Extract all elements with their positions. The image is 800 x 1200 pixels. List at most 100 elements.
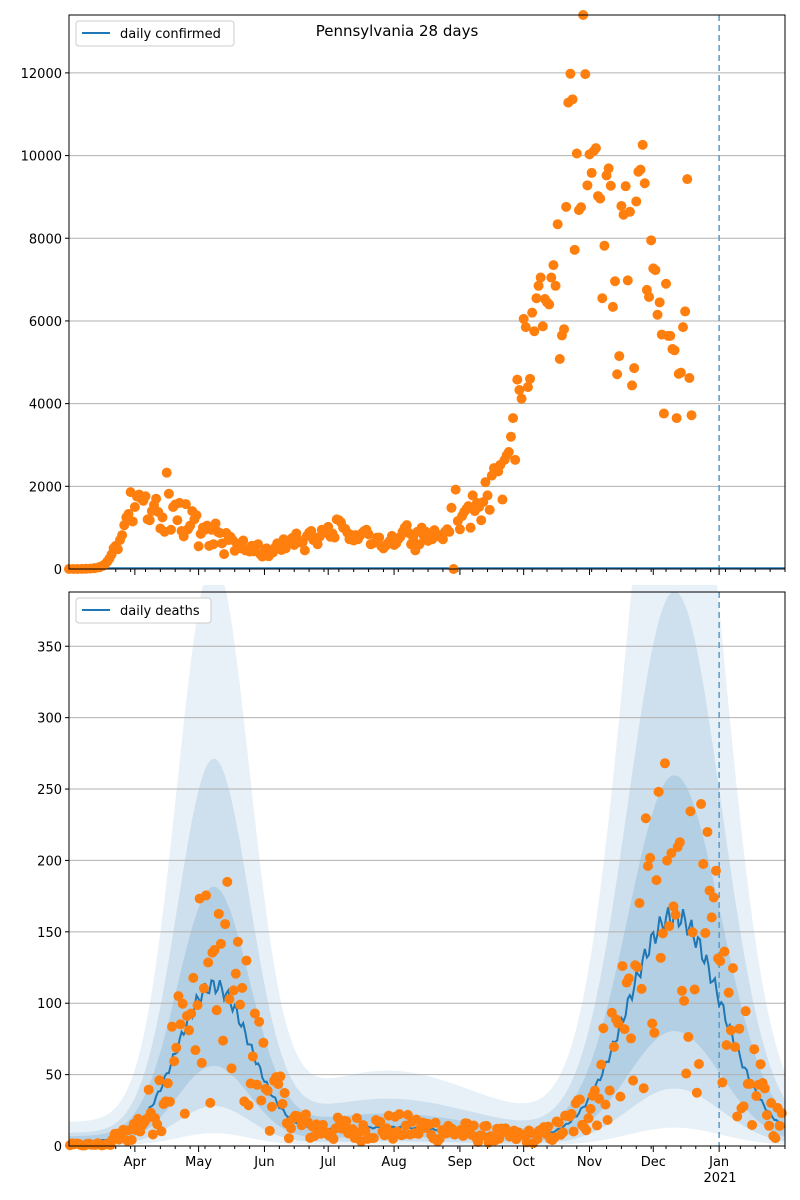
deaths-y-ticks: 0 50 100 150 200 250 300 350 [37, 640, 69, 1155]
confirmed-point [484, 504, 495, 515]
uncertainty-band [69, 591, 785, 1145]
deaths-point [776, 1108, 787, 1119]
deaths-point [764, 1120, 775, 1131]
deaths-point [215, 938, 226, 949]
confirmed-point [627, 380, 638, 391]
confirmed-point [612, 369, 623, 380]
confirmed-point [548, 260, 559, 271]
confirmed-point [497, 494, 508, 505]
confirmed-point [665, 330, 676, 341]
deaths-point [218, 1035, 229, 1046]
deaths-point [727, 963, 738, 974]
deaths-point [532, 1134, 543, 1145]
confirmed-point [401, 520, 412, 531]
deaths-point [164, 1096, 175, 1107]
confirmed-point [586, 167, 597, 178]
confirmed-point [620, 181, 631, 192]
deaths-point [719, 946, 730, 957]
confirmed-point [595, 193, 606, 204]
confirmed-panel: 0 2000 4000 6000 8000 10000 12000 Pennsylvania… [21, 10, 786, 578]
confirmed-point [253, 539, 264, 550]
deaths-point [235, 999, 246, 1010]
confirmed-point [329, 532, 340, 543]
deaths-point [557, 1127, 568, 1138]
deaths-point [213, 908, 224, 919]
confirmed-point [163, 488, 174, 499]
confirmed-point [165, 524, 176, 535]
deaths-point [634, 898, 645, 909]
y-tick-label: 150 [37, 926, 62, 941]
confirmed-point [112, 544, 123, 555]
confirmed-point [678, 322, 689, 333]
confirmed-point [527, 307, 538, 318]
deaths-plot-area [69, 592, 785, 1146]
confirmed-point [151, 493, 162, 504]
deaths-point [732, 1111, 743, 1122]
deaths-point [394, 1109, 405, 1120]
confirmed-point [129, 501, 140, 512]
confirmed-point [374, 532, 385, 543]
deaths-point [201, 890, 212, 901]
deaths-point [196, 1057, 207, 1068]
deaths-point [664, 921, 675, 932]
confirmed-frame [68, 14, 786, 570]
confirmed-point [671, 413, 682, 424]
confirmed-point [554, 353, 565, 364]
deaths-point [581, 1125, 592, 1136]
confirmed-legend: daily confirmed [75, 20, 235, 47]
deaths-point [226, 1063, 237, 1074]
deaths-point [685, 806, 696, 817]
confirmed-point [569, 244, 580, 255]
deaths-point [273, 1079, 284, 1090]
deaths-point [668, 901, 679, 912]
deaths-point [717, 1077, 728, 1088]
confirmed-plot-area [69, 15, 785, 569]
confirmed-point [210, 518, 221, 529]
confirmed-point [446, 502, 457, 513]
deaths-point [608, 1041, 619, 1052]
deaths-point [388, 1133, 399, 1144]
x-tick-label: Jul [319, 1155, 336, 1170]
deaths-point [662, 855, 673, 866]
y-tick-label: 350 [37, 640, 62, 655]
confirmed-point [219, 549, 230, 560]
confirmed-point [559, 324, 570, 335]
deaths-point [725, 1025, 736, 1036]
deaths-point [279, 1087, 290, 1098]
deaths-point [738, 1101, 749, 1112]
y-tick-label: 0 [54, 563, 62, 578]
deaths-point [162, 1078, 173, 1089]
confirmed-point [514, 384, 525, 395]
deaths-point [154, 1075, 165, 1086]
deaths-point [583, 1113, 594, 1124]
y-tick-label: 8000 [29, 232, 62, 247]
deaths-point [655, 952, 666, 963]
confirmed-point [414, 539, 425, 550]
deaths-point [241, 955, 252, 966]
deaths-point [589, 1085, 600, 1096]
deaths-point [653, 786, 664, 797]
confirmed-point [512, 374, 523, 385]
confirmed-point [644, 291, 655, 302]
confirmed-point [180, 499, 191, 510]
confirmed-point [510, 454, 521, 465]
deaths-point [574, 1094, 585, 1105]
deaths-point [247, 1051, 258, 1062]
deaths-point [747, 1119, 758, 1130]
deaths-point [604, 1085, 615, 1096]
deaths-point [645, 852, 656, 863]
confirmed-x-ticks [70, 569, 786, 575]
confirmed-point [599, 240, 610, 251]
deaths-point [657, 928, 668, 939]
confirmed-point [117, 530, 128, 541]
deaths-point [585, 1103, 596, 1114]
deaths-point [192, 1000, 203, 1011]
confirmed-point [650, 265, 661, 276]
deaths-point [169, 1056, 180, 1067]
deaths-point [188, 972, 199, 983]
confirmed-point [675, 367, 686, 378]
deaths-point [755, 1059, 766, 1070]
deaths-point [198, 983, 209, 994]
confirmed-y-ticks: 0 2000 4000 6000 8000 10000 12000 [21, 67, 69, 578]
